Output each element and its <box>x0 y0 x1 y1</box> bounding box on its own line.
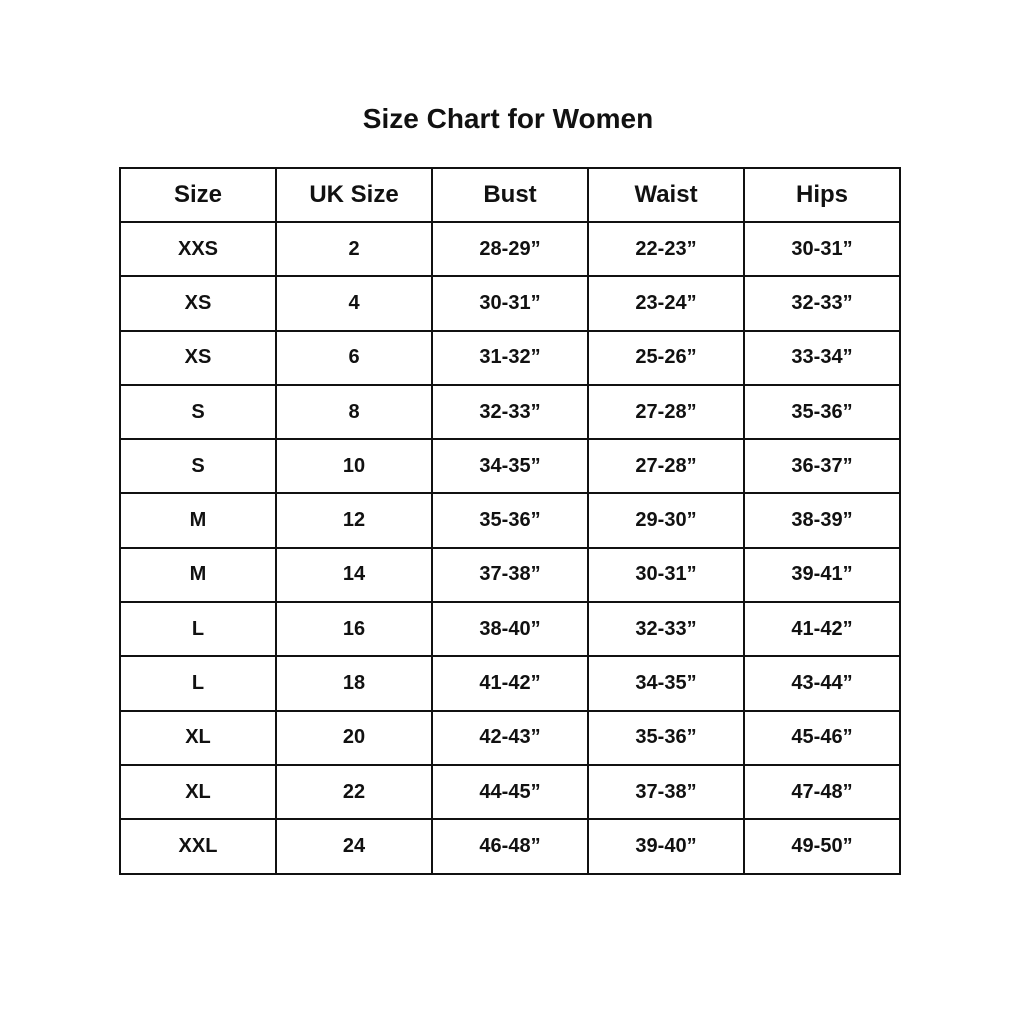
cell-size: XS <box>119 275 277 332</box>
cell-waist: 32-33” <box>587 601 745 658</box>
table-row: M 12 35-36” 29-30” 38-39” <box>119 492 901 549</box>
cell-size: S <box>119 438 277 495</box>
page-title: Size Chart for Women <box>362 103 654 134</box>
column-header-size: Size <box>119 167 277 223</box>
cell-size: S <box>119 383 277 441</box>
cell-hips: 47-48” <box>743 763 901 821</box>
cell-bust: 37-38” <box>431 546 589 604</box>
cell-uk-size: 8 <box>275 383 433 441</box>
column-header-waist: Waist <box>587 167 745 223</box>
cell-uk-size: 2 <box>275 220 433 278</box>
cell-hips: 30-31” <box>743 220 901 278</box>
cell-uk-size: 6 <box>275 329 433 386</box>
column-header-uk-size: UK Size <box>275 167 433 223</box>
cell-size: XS <box>119 329 277 386</box>
cell-waist: 34-35” <box>587 655 745 712</box>
cell-bust: 31-32” <box>431 329 589 386</box>
cell-hips: 49-50” <box>743 818 901 875</box>
cell-uk-size: 22 <box>275 763 433 821</box>
table-row: XL 20 42-43” 35-36” 45-46” <box>119 709 901 766</box>
cell-uk-size: 14 <box>275 546 433 604</box>
cell-uk-size: 12 <box>275 492 433 549</box>
cell-bust: 35-36” <box>431 492 589 549</box>
column-header-bust: Bust <box>431 167 589 223</box>
cell-waist: 37-38” <box>587 763 745 821</box>
cell-waist: 35-36” <box>587 709 745 766</box>
cell-size: L <box>119 601 277 658</box>
cell-size: M <box>119 492 277 549</box>
cell-bust: 38-40” <box>431 601 589 658</box>
cell-bust: 46-48” <box>431 818 589 875</box>
cell-size: XL <box>119 763 277 821</box>
cell-size: M <box>119 546 277 604</box>
cell-waist: 27-28” <box>587 438 745 495</box>
cell-uk-size: 4 <box>275 275 433 332</box>
cell-uk-size: 24 <box>275 818 433 875</box>
cell-size: L <box>119 655 277 712</box>
cell-waist: 22-23” <box>587 220 745 278</box>
cell-size: XXS <box>119 220 277 278</box>
cell-uk-size: 20 <box>275 709 433 766</box>
table-row: XS 6 31-32” 25-26” 33-34” <box>119 329 901 386</box>
cell-bust: 32-33” <box>431 383 589 441</box>
cell-hips: 38-39” <box>743 492 901 549</box>
cell-hips: 43-44” <box>743 655 901 712</box>
cell-waist: 39-40” <box>587 818 745 875</box>
cell-hips: 36-37” <box>743 438 901 495</box>
cell-size: XXL <box>119 818 277 875</box>
cell-size: XL <box>119 709 277 766</box>
cell-hips: 39-41” <box>743 546 901 604</box>
cell-hips: 32-33” <box>743 275 901 332</box>
cell-waist: 25-26” <box>587 329 745 386</box>
cell-hips: 33-34” <box>743 329 901 386</box>
table-row: S 10 34-35” 27-28” 36-37” <box>119 438 901 495</box>
cell-bust: 44-45” <box>431 763 589 821</box>
table-row: M 14 37-38” 30-31” 39-41” <box>119 546 901 604</box>
cell-uk-size: 16 <box>275 601 433 658</box>
size-chart-table: Size UK Size Bust Waist Hips XXS 2 28-29” 22-23… <box>119 167 901 875</box>
cell-hips: 35-36” <box>743 383 901 441</box>
cell-bust: 41-42” <box>431 655 589 712</box>
cell-bust: 28-29” <box>431 220 589 278</box>
table-header-row: Size UK Size Bust Waist Hips <box>119 167 901 223</box>
cell-hips: 41-42” <box>743 601 901 658</box>
table-row: XXL 24 46-48” 39-40” 49-50” <box>119 818 901 875</box>
cell-hips: 45-46” <box>743 709 901 766</box>
table-row: XL 22 44-45” 37-38” 47-48” <box>119 763 901 821</box>
table-row: XS 4 30-31” 23-24” 32-33” <box>119 275 901 332</box>
table-body: XXS 2 28-29” 22-23” 30-31” XS 4 30-31” 23-24” 32-… <box>119 220 901 875</box>
table-row: L 18 41-42” 34-35” 43-44” <box>119 655 901 712</box>
cell-bust: 34-35” <box>431 438 589 495</box>
cell-bust: 42-43” <box>431 709 589 766</box>
cell-waist: 29-30” <box>587 492 745 549</box>
cell-waist: 27-28” <box>587 383 745 441</box>
cell-bust: 30-31” <box>431 275 589 332</box>
table-row: XXS 2 28-29” 22-23” 30-31” <box>119 220 901 278</box>
cell-waist: 23-24” <box>587 275 745 332</box>
table-row: S 8 32-33” 27-28” 35-36” <box>119 383 901 441</box>
cell-uk-size: 10 <box>275 438 433 495</box>
column-header-hips: Hips <box>743 167 901 223</box>
table-row: L 16 38-40” 32-33” 41-42” <box>119 601 901 658</box>
cell-waist: 30-31” <box>587 546 745 604</box>
cell-uk-size: 18 <box>275 655 433 712</box>
